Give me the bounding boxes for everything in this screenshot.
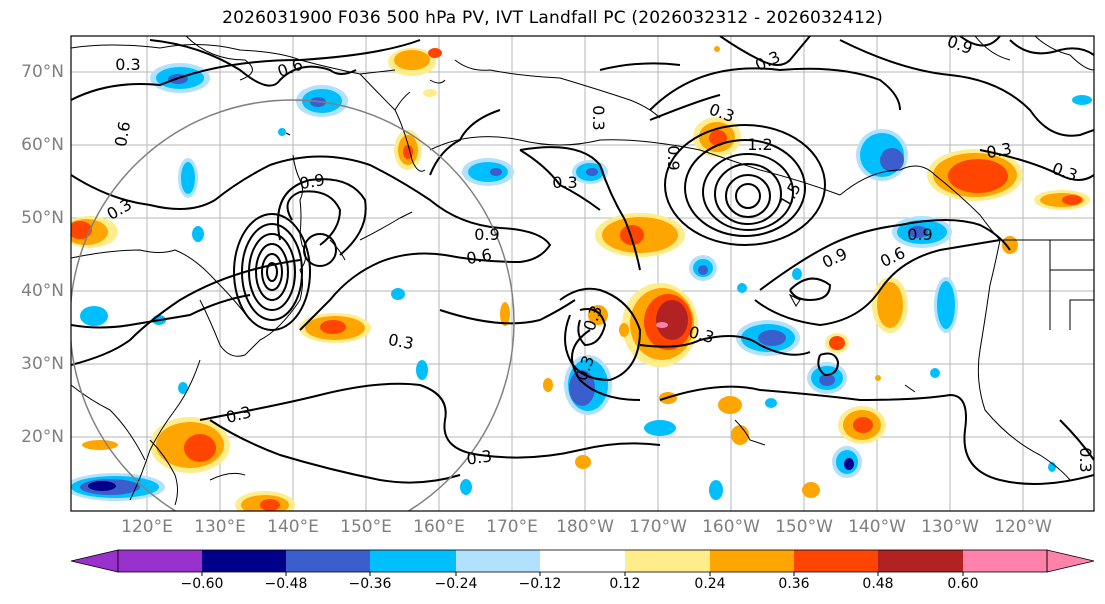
lat-label: 30°N: [21, 354, 64, 374]
contour-label: 0.9: [664, 145, 683, 170]
contour-label: 0.3: [552, 173, 577, 192]
lon-label: 160°E: [413, 517, 465, 537]
lat-label: 20°N: [21, 427, 64, 447]
colorbar-tick-label: 0.12: [609, 576, 641, 592]
pv-contours: [71, 36, 1094, 485]
map-frame: [70, 35, 1095, 512]
colorbar-segment: [625, 550, 710, 572]
positive-anomaly-fills: [71, 46, 1090, 511]
colorbar-tick-label: −0.36: [348, 576, 392, 592]
colorbar-tick-label: 0.36: [778, 576, 810, 592]
lon-label: 150°W: [775, 517, 833, 537]
colorbar-segment: [794, 550, 878, 572]
colorbar-segment: [710, 550, 794, 572]
colorbar-extend-low: [70, 549, 119, 573]
colorbar-tick-label: −0.48: [264, 576, 308, 592]
colorbar-tick-label: 0.24: [694, 576, 726, 592]
contour-label: 0.3: [115, 55, 140, 74]
colorbar-segment: [118, 550, 202, 572]
lon-label: 120°E: [121, 517, 173, 537]
lon-label: 130°E: [194, 517, 246, 537]
colorbar-segment: [878, 550, 963, 572]
colorbar-tick-label: 0.48: [862, 576, 894, 592]
contour-label: 0.3: [465, 446, 493, 468]
lat-label: 70°N: [21, 62, 64, 82]
lon-label: 130°W: [921, 517, 979, 537]
region-circle: [71, 99, 515, 511]
contour-label: 0.6: [465, 245, 493, 268]
colorbar-segment: [286, 550, 370, 572]
lat-label: 60°N: [21, 135, 64, 155]
negative-anomaly-fills: [71, 63, 1092, 501]
colorbar-segment: [370, 550, 456, 572]
lon-label: 140°W: [848, 517, 906, 537]
colorbar-segment: [456, 550, 540, 572]
lon-label: 140°E: [267, 517, 319, 537]
colorbar-tick-label: −0.60: [180, 576, 224, 592]
lon-label: 120°W: [994, 517, 1052, 537]
contour-label: 0.6: [111, 120, 134, 148]
contour-label: 0.3: [985, 139, 1013, 162]
colorbar-tick-label: −0.12: [518, 576, 562, 592]
contour-label: 0.3: [1076, 447, 1095, 472]
colorbar-tick-label: 0.60: [947, 576, 979, 592]
colorbar-segment: [540, 550, 625, 572]
lon-label: 170°W: [629, 517, 687, 537]
contour-label: 0.9: [474, 225, 499, 244]
lon-label: 170°E: [486, 517, 538, 537]
lon-label: 160°W: [702, 517, 760, 537]
contour-label: 0.3: [387, 330, 415, 353]
colorbar-segment: [963, 550, 1047, 572]
lat-label: 50°N: [21, 208, 64, 228]
colorbar-segment: [202, 550, 286, 572]
lon-label: 180°W: [556, 517, 614, 537]
lon-label: 150°E: [340, 517, 392, 537]
contour-label: 0.9: [298, 170, 326, 193]
contour-label: 0.3: [589, 105, 608, 130]
contour-label: 0.9: [907, 225, 932, 244]
contour-label-layer: 0.3 0.6 0.6 0.3 0.9 0.9 0.6 0.3 0.3 0.3 …: [103, 32, 1095, 473]
map-title: 2026031900 F036 500 hPa PV, IVT Landfall…: [222, 8, 883, 28]
coastlines: [71, 36, 1094, 506]
contour-label: 1.2: [747, 135, 772, 154]
colorbar-extend-high: [1046, 549, 1095, 573]
colorbar-tick-label: −0.24: [434, 576, 478, 592]
lat-label: 40°N: [21, 281, 64, 301]
colorbar: [70, 549, 1095, 576]
